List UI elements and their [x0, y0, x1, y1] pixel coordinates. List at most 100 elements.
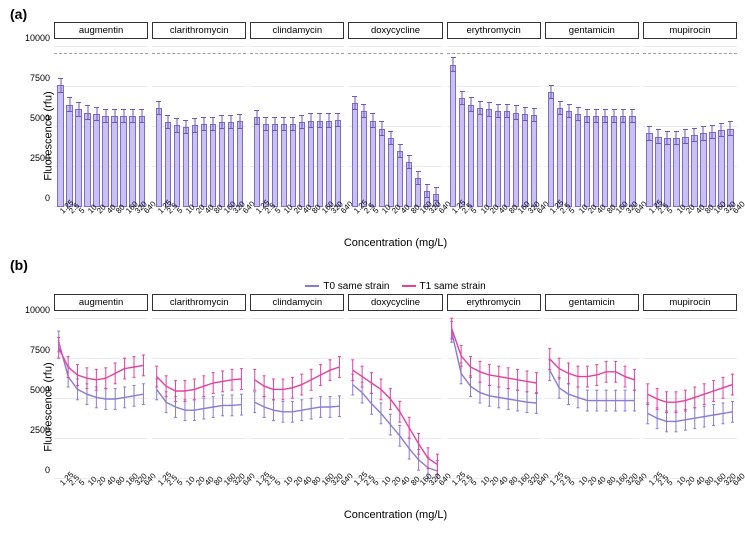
- error-bar: [649, 126, 650, 140]
- lines-svg: [152, 311, 246, 479]
- error-bar: [132, 109, 133, 123]
- error-bar: [328, 113, 329, 127]
- facet-strip: gentamicin: [545, 294, 639, 311]
- series-line: [353, 370, 438, 464]
- error-bar: [212, 117, 213, 131]
- error-cell: [476, 39, 485, 207]
- facet: clindamycin1.252.5510204080160320640: [248, 294, 346, 513]
- series-line: [255, 367, 340, 389]
- error-bar: [60, 78, 61, 92]
- error-cell: [601, 39, 610, 207]
- facet: gentamicin1.252.5510204080160320640: [543, 294, 641, 513]
- x-tick: 5: [371, 206, 381, 216]
- y-tick: 5000: [22, 385, 50, 395]
- panel-b-label: (b): [6, 255, 739, 273]
- error-bar: [123, 109, 124, 123]
- error-overlay: [643, 39, 737, 207]
- error-bar: [534, 108, 535, 122]
- facet: doxycycline1.252.5510204080160320640: [346, 294, 444, 513]
- y-tick: 7500: [22, 345, 50, 355]
- plot-area: [348, 311, 442, 479]
- facet: mupirocin1.252.5510204080160320640: [641, 294, 739, 513]
- error-bar: [578, 107, 579, 121]
- error-bar: [462, 91, 463, 105]
- error-cell: [610, 39, 619, 207]
- lines-svg: [348, 311, 442, 479]
- x-tick: 5: [469, 206, 479, 216]
- error-bar: [453, 57, 454, 71]
- panel-a-chart: Fluorescence (rfu) 025005000750010000 au…: [6, 22, 739, 249]
- plot-area: [250, 39, 344, 207]
- error-cell: [512, 39, 521, 207]
- lines-svg: [545, 311, 639, 479]
- x-tick: 5: [665, 206, 675, 216]
- error-bar: [390, 131, 391, 145]
- series-line: [648, 411, 733, 421]
- error-bar: [230, 115, 231, 129]
- x-tick: 5: [273, 477, 283, 487]
- legend-swatch: [402, 285, 416, 287]
- error-cell: [654, 39, 663, 207]
- facet-strip: clarithromycin: [152, 294, 246, 311]
- error-cell: [628, 39, 637, 207]
- error-bar: [283, 117, 284, 131]
- error-bar: [176, 118, 177, 132]
- error-bar: [87, 105, 88, 119]
- error-bar: [158, 101, 159, 115]
- plot-area: [348, 39, 442, 207]
- error-cell: [503, 39, 512, 207]
- error-cell: [423, 39, 432, 207]
- error-bar: [560, 101, 561, 115]
- error-cell: [235, 39, 244, 207]
- x-tick: 5: [175, 477, 185, 487]
- x-tick: 5: [469, 477, 479, 487]
- lines-svg: [447, 311, 541, 479]
- facet-strip: clindamycin: [250, 294, 344, 311]
- error-bar: [587, 109, 588, 123]
- x-tick: 5: [567, 206, 577, 216]
- facet-strip: augmentin: [54, 22, 148, 39]
- error-bar: [221, 115, 222, 129]
- y-tick: 2500: [22, 153, 50, 163]
- error-overlay: [54, 39, 148, 207]
- facet: erythromycin1.252.5510204080160320640: [445, 22, 543, 241]
- error-cell: [619, 39, 628, 207]
- facet: doxycycline1.252.5510204080160320640: [346, 22, 444, 241]
- y-tick: 2500: [22, 425, 50, 435]
- facet-strip: doxycycline: [348, 22, 442, 39]
- series-line: [549, 359, 634, 380]
- y-tick: 10000: [22, 305, 50, 315]
- error-cell: [672, 39, 681, 207]
- plot-area: [545, 39, 639, 207]
- error-bar: [381, 121, 382, 135]
- error-bar: [96, 107, 97, 121]
- error-bar: [69, 97, 70, 111]
- plot-area: [545, 311, 639, 479]
- series-line: [157, 376, 242, 390]
- error-cell: [110, 39, 119, 207]
- series-line: [255, 402, 340, 412]
- error-cell: [368, 39, 377, 207]
- error-bar: [141, 109, 142, 123]
- error-bar: [427, 184, 428, 198]
- error-bar: [551, 85, 552, 99]
- error-bar: [256, 110, 257, 124]
- error-cell: [645, 39, 654, 207]
- facet-strip: clarithromycin: [152, 22, 246, 39]
- error-bar: [78, 102, 79, 116]
- x-ticks: 1.252.5510204080160320640: [545, 207, 639, 241]
- error-overlay: [152, 39, 246, 207]
- error-cell: [83, 39, 92, 207]
- error-bar: [721, 123, 722, 137]
- error-bar: [114, 109, 115, 123]
- error-bar: [167, 115, 168, 129]
- error-cell: [315, 39, 324, 207]
- series-line: [59, 347, 144, 379]
- series-line: [353, 384, 438, 470]
- facet: erythromycin1.252.5510204080160320640: [445, 294, 543, 513]
- error-cell: [288, 39, 297, 207]
- error-bar: [354, 96, 355, 110]
- error-cell: [128, 39, 137, 207]
- error-bar: [632, 109, 633, 123]
- error-cell: [699, 39, 708, 207]
